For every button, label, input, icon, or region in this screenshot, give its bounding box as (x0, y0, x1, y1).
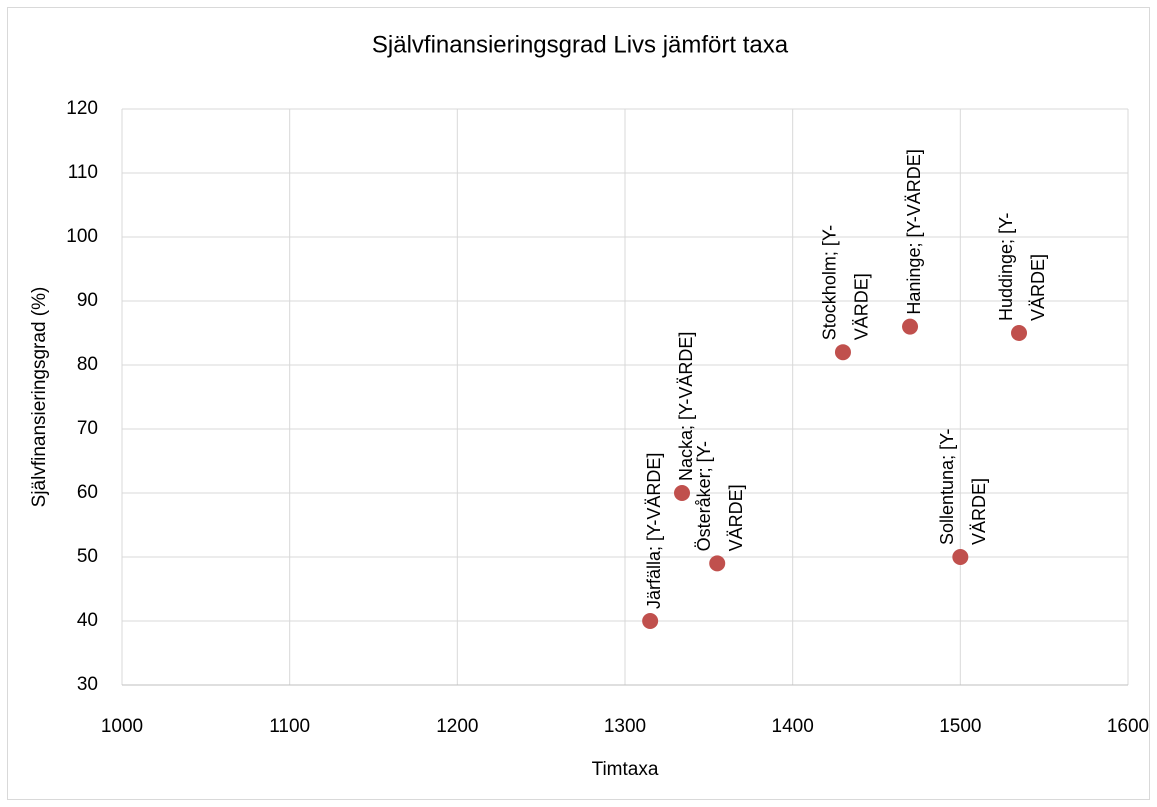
y-axis-title: Självfinansieringsgrad (%) (29, 287, 50, 508)
x-tick-label: 1300 (604, 716, 646, 737)
data-label: VÄRDE] (1028, 254, 1048, 321)
x-tick-label: 1000 (101, 716, 143, 737)
y-tick-label: 100 (66, 226, 98, 247)
scatter-point (674, 485, 691, 501)
data-label: VÄRDE] (969, 478, 989, 545)
x-tick-label: 1500 (939, 716, 981, 737)
y-tick-label: 120 (66, 98, 98, 119)
data-label: Österåker; [Y- (694, 441, 714, 551)
y-tick-label: 40 (77, 610, 98, 631)
scatter-point (642, 613, 659, 629)
scatter-point (902, 318, 919, 335)
data-label: VÄRDE] (726, 484, 746, 551)
scatter-point (1011, 325, 1028, 341)
y-tick-label: 110 (68, 162, 98, 183)
data-label: VÄRDE] (852, 273, 872, 340)
x-axis-title: Timtaxa (592, 759, 659, 780)
x-tick-label: 1200 (436, 716, 478, 737)
y-tick-label: 30 (77, 674, 98, 695)
scatter-point (709, 555, 726, 572)
data-label: Stockholm; [Y- (820, 225, 840, 340)
data-label: Haninge; [Y-VÄRDE] (904, 149, 924, 314)
scatter-point (834, 344, 851, 361)
chart-border (7, 7, 1150, 800)
scatter-point (952, 549, 969, 565)
y-tick-label: 90 (77, 290, 98, 311)
data-label: Nacka; [Y-VÄRDE] (676, 332, 696, 481)
data-label: Järfälla; [Y-VÄRDE] (644, 453, 664, 609)
y-tick-label: 70 (77, 418, 98, 439)
chart-title: Självfinansieringsgrad Livs jämfört taxa (372, 31, 789, 58)
data-label: Huddinge; [Y- (996, 213, 1016, 321)
x-tick-label: 1600 (1107, 716, 1149, 737)
x-tick-label: 1400 (772, 716, 814, 737)
y-tick-label: 80 (77, 354, 98, 375)
x-tick-label: 1100 (269, 716, 310, 737)
data-label: Sollentuna; [Y- (937, 429, 957, 545)
y-tick-label: 50 (77, 546, 98, 567)
y-tick-label: 60 (77, 482, 98, 503)
